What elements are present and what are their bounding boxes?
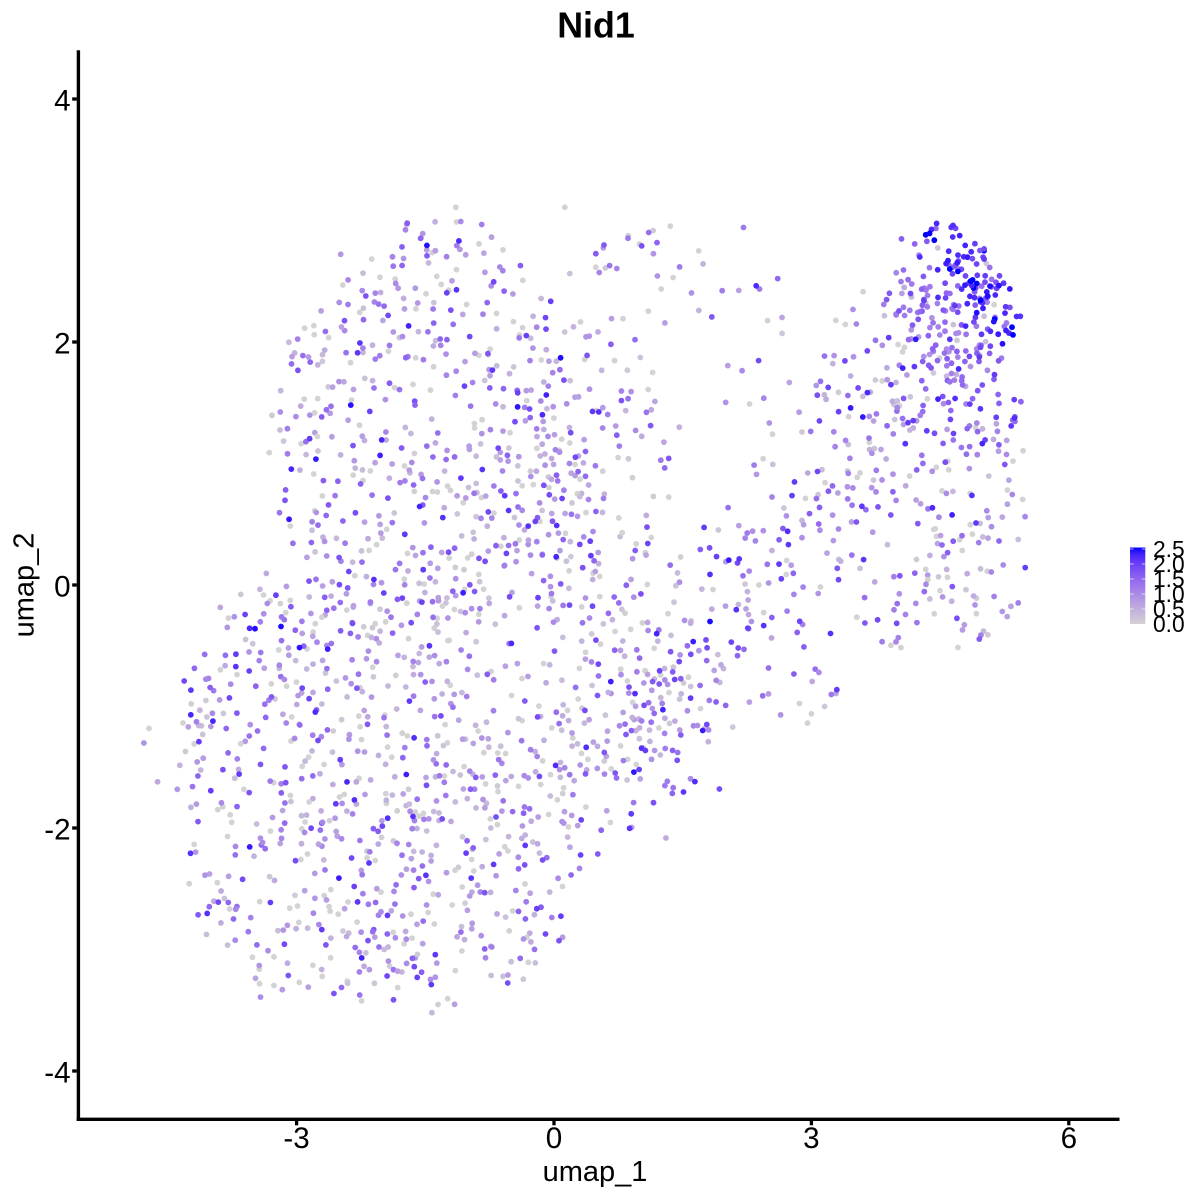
svg-text:0.0: 0.0 [1153, 611, 1185, 637]
svg-text:6: 6 [1061, 1122, 1077, 1155]
svg-text:umap_1: umap_1 [543, 1156, 648, 1188]
svg-text:-2: -2 [44, 814, 70, 847]
svg-text:0: 0 [54, 571, 70, 604]
svg-text:1.5: 1.5 [1153, 566, 1185, 592]
svg-text:2: 2 [54, 328, 70, 361]
svg-text:umap_2: umap_2 [9, 533, 41, 638]
svg-text:-3: -3 [283, 1122, 309, 1155]
svg-text:2.0: 2.0 [1153, 551, 1185, 577]
svg-text:0: 0 [546, 1122, 562, 1155]
svg-text:0.5: 0.5 [1153, 596, 1185, 622]
svg-text:-4: -4 [44, 1057, 70, 1090]
svg-text:Nid1: Nid1 [557, 5, 635, 45]
svg-text:1.0: 1.0 [1153, 581, 1185, 607]
svg-text:2.5: 2.5 [1153, 536, 1185, 562]
svg-text:4: 4 [54, 85, 70, 118]
svg-text:3: 3 [803, 1122, 819, 1155]
